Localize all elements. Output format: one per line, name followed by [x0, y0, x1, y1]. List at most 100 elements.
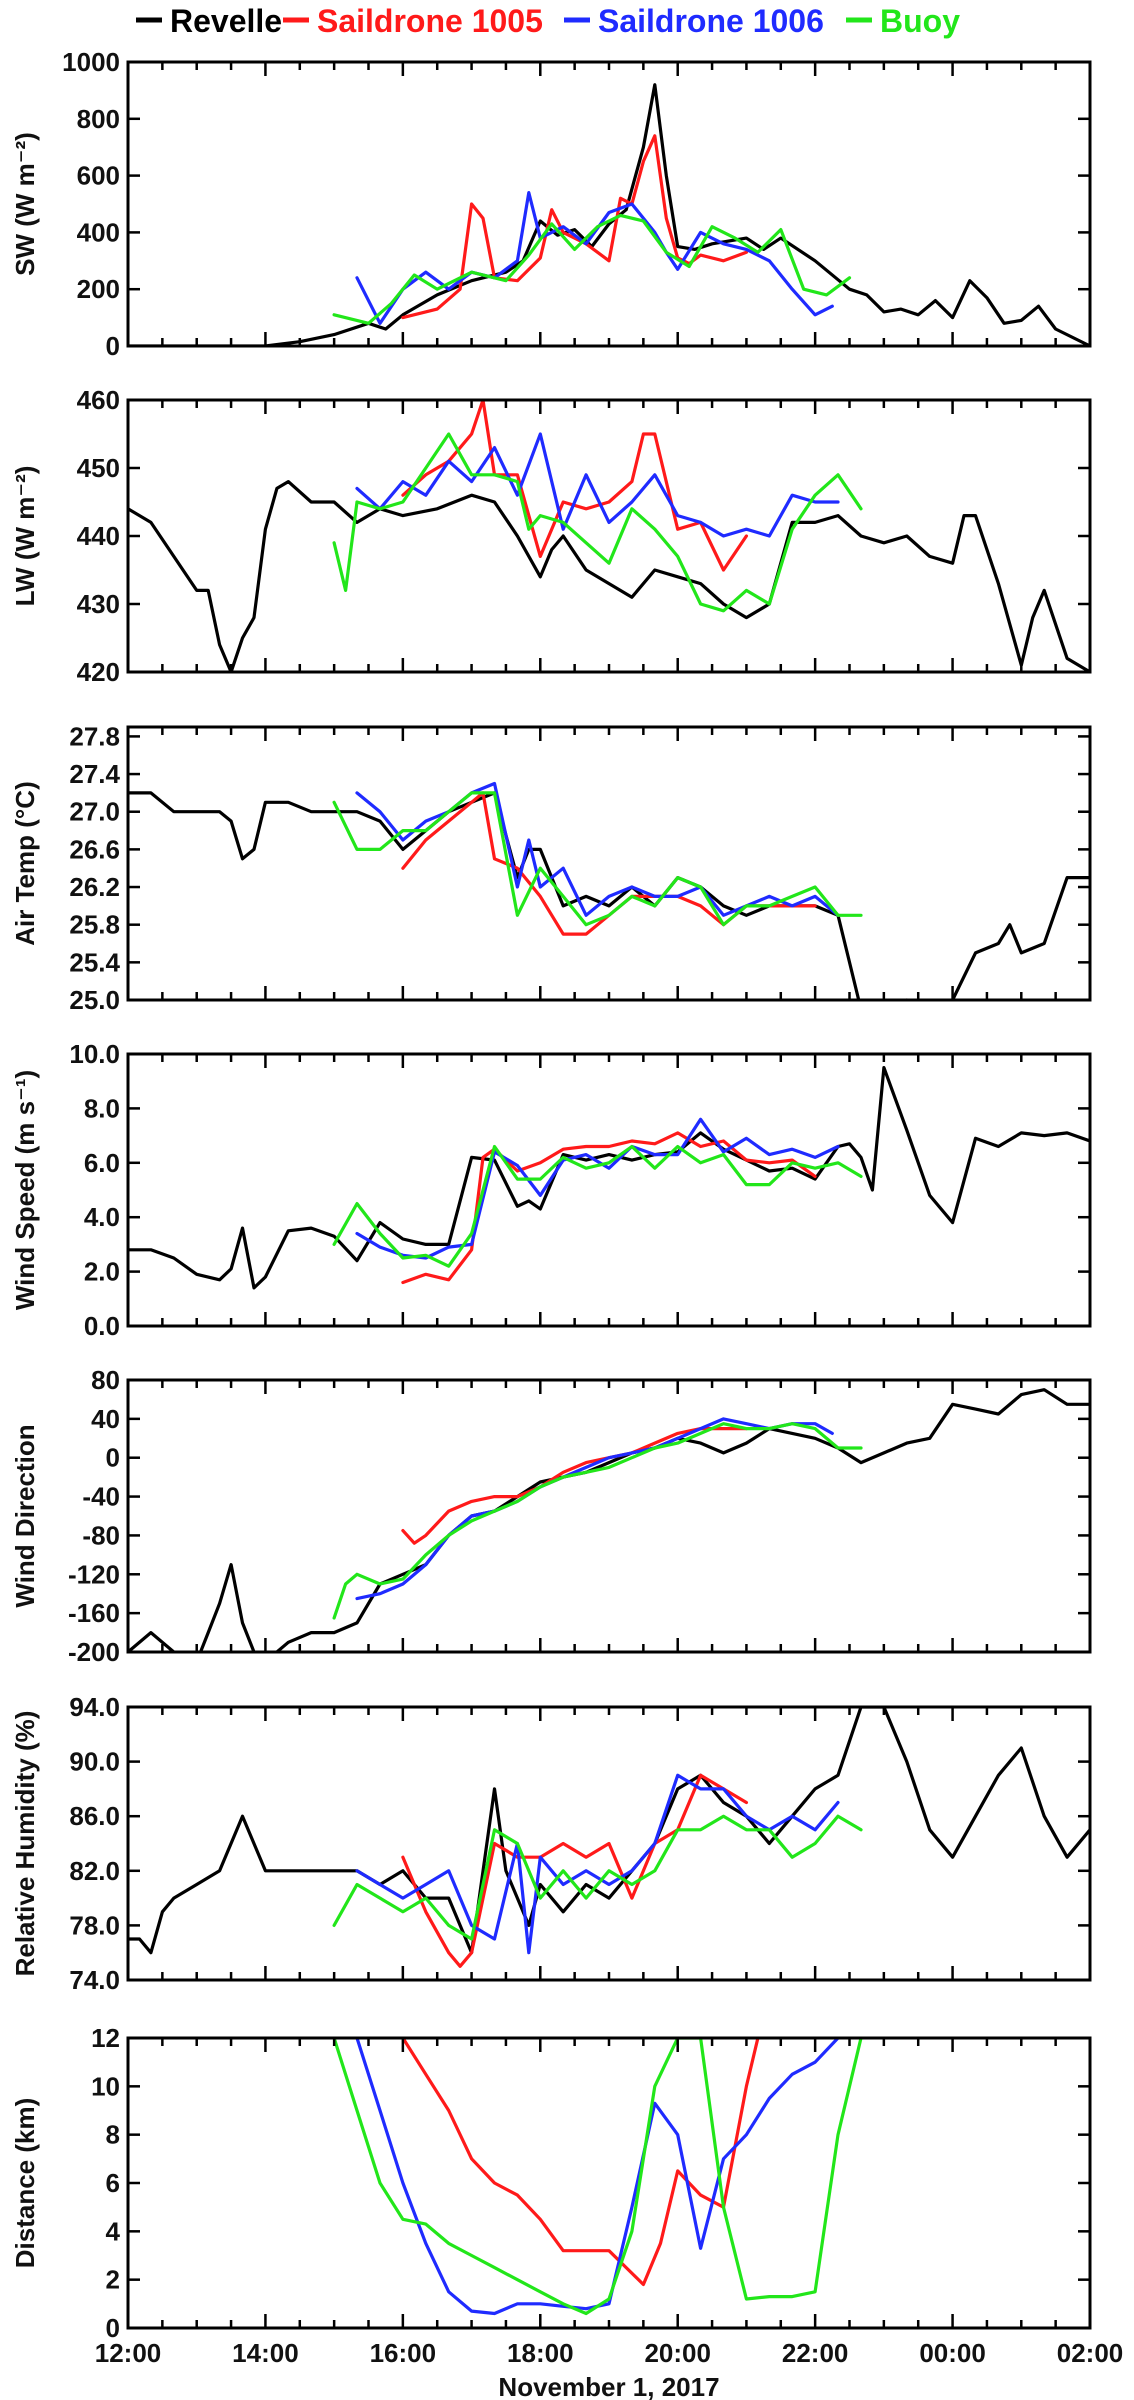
plot-frame [126, 60, 1092, 348]
y-axis-label: Relative Humidity (%) [10, 1711, 40, 1977]
series-line-revelle [128, 1388, 1090, 1652]
x-tick-label: 20:00 [644, 2338, 711, 2368]
y-tick-label: 80 [91, 1365, 120, 1395]
panel-6-relative-humidity: 74.0 78.0 82.0 86.0 90.0 94.0 Relative Humidit… [10, 1692, 1092, 1995]
y-tick-label: 6 [106, 2168, 120, 2198]
y-tick-label: 420 [77, 657, 120, 687]
x-tick-label: 02:00 [1057, 2338, 1124, 2368]
y-axis-label: Wind Speed (m s⁻¹) [10, 1070, 40, 1310]
y-tick-label: 6.0 [84, 1148, 120, 1178]
x-axis: 12:00 14:00 16:00 18:00 20:00 22:00 00:00 02:00… [95, 2338, 1124, 2400]
y-tick-label: 82.0 [69, 1856, 120, 1886]
y-tick-label: 800 [77, 104, 120, 134]
y-tick-label: 27.4 [69, 759, 120, 789]
y-tick-label: 600 [77, 161, 120, 191]
legend-group: Revelle Saildrone 1005 Saildrone 1006 Buoy [136, 3, 960, 39]
y-axis-label: LW (W m⁻²) [10, 466, 40, 607]
series-line-saildrone-1005 [401, 400, 749, 572]
y-tick-label: 460 [77, 385, 120, 415]
series-line-revelle [128, 480, 1090, 672]
x-tick-label: 12:00 [95, 2338, 162, 2368]
y-tick-label: 78.0 [69, 1910, 120, 1940]
x-tick-label: 16:00 [370, 2338, 437, 2368]
series-line-saildrone-1006 [355, 432, 840, 538]
y-tick-label: 27.8 [69, 721, 120, 751]
series-line-revelle [128, 1707, 1090, 1955]
y-tick-label: 10.0 [69, 1039, 120, 1069]
y-tick-label: 1000 [62, 47, 120, 77]
series-line-saildrone-1005 [401, 134, 749, 320]
panel-7-distance-km: 0 2 4 6 8 10 12 Distance (km) [10, 2023, 1092, 2343]
y-tick-label: 8 [106, 2120, 120, 2150]
y-axis-label: Wind Direction [10, 1424, 40, 1607]
series-line-revelle [128, 83, 1090, 346]
legend-entry-saildrone-1006: Saildrone 1006 [598, 3, 824, 39]
y-tick-label: 8.0 [84, 1093, 120, 1123]
y-tick-label: 26.2 [69, 872, 120, 902]
series-line-saildrone-1006 [355, 781, 840, 917]
y-tick-label: 2 [106, 2265, 120, 2295]
y-tick-label: 25.8 [69, 910, 120, 940]
legend-entry-buoy: Buoy [880, 3, 960, 39]
series-line-buoy [332, 1814, 863, 1941]
y-tick-label: 200 [77, 274, 120, 304]
y-tick-label: -40 [82, 1482, 120, 1512]
y-tick-label: 2.0 [84, 1257, 120, 1287]
panel-4-wind-speed-m-s: 0.0 2.0 4.0 6.0 8.0 10.0 Wind Speed (m s⁻¹) [10, 1039, 1092, 1341]
series-line-buoy [332, 2038, 863, 2316]
y-tick-label: 90.0 [69, 1747, 120, 1777]
series-line-saildrone-1006 [355, 1773, 840, 1955]
y-axis-label: Distance (km) [10, 2098, 40, 2269]
panel-5-wind-direction: -200 -160 -120 -80 -40 0 40 80 Wind Direction [10, 1365, 1092, 1667]
series-line-saildrone-1006 [355, 1117, 840, 1260]
plot-frame [126, 1052, 1092, 1328]
plot-frame [126, 725, 1092, 1002]
y-tick-label: 86.0 [69, 1801, 120, 1831]
y-tick-label: 4.0 [84, 1202, 120, 1232]
y-tick-label: 0 [106, 331, 120, 361]
series-line-revelle [128, 1065, 1090, 1290]
series-line-saildrone-1006 [355, 191, 834, 325]
x-axis-label: November 1, 2017 [498, 2372, 719, 2400]
series-line-buoy [332, 432, 863, 613]
y-tick-label: 4 [106, 2216, 121, 2246]
series-line-buoy [332, 1144, 863, 1268]
y-tick-label: 0 [106, 1443, 120, 1473]
y-tick-label: -80 [82, 1520, 120, 1550]
y-tick-label: 26.6 [69, 834, 120, 864]
x-tick-label: 14:00 [232, 2338, 299, 2368]
y-tick-label: 12 [91, 2023, 120, 2053]
y-axis-label: Air Temp (°C) [10, 781, 40, 945]
series-line-saildrone-1005 [401, 1773, 749, 1968]
panel-2-lw-w-m: 420 430 440 450 460 LW (W m⁻²) [10, 385, 1092, 687]
y-tick-label: 27.0 [69, 797, 120, 827]
y-tick-label: 25.0 [69, 985, 120, 1015]
y-tick-label: 74.0 [69, 1965, 120, 1995]
y-tick-label: -160 [68, 1598, 120, 1628]
y-tick-label: -200 [68, 1637, 120, 1667]
y-axis-label: SW (W m⁻²) [10, 132, 40, 276]
y-tick-label: 10 [91, 2071, 120, 2101]
y-tick-label: 0 [106, 2313, 120, 2343]
series-line-revelle [128, 791, 1090, 1000]
x-tick-label: 22:00 [782, 2338, 849, 2368]
y-tick-label: -120 [68, 1559, 120, 1589]
y-tick-label: 0.0 [84, 1311, 120, 1341]
x-tick-label: 00:00 [919, 2338, 986, 2368]
series-line-buoy [332, 791, 863, 927]
series-line-saildrone-1005 [401, 2038, 760, 2287]
panel-3-air-temp-c: 25.0 25.4 25.8 26.2 26.6 27.0 27.4 27.8 Air Temp… [10, 721, 1092, 1015]
y-tick-label: 94.0 [69, 1692, 120, 1722]
plot-frame [126, 1378, 1092, 1654]
plot-frame [126, 2036, 1092, 2330]
legend-entry-saildrone-1005: Saildrone 1005 [317, 3, 543, 39]
y-tick-label: 25.4 [69, 947, 120, 977]
series-line-buoy [332, 213, 852, 325]
y-tick-label: 450 [77, 453, 120, 483]
plot-frame [126, 398, 1092, 674]
y-tick-label: 440 [77, 521, 120, 551]
series-line-saildrone-1005 [401, 1426, 749, 1545]
panel-1-sw-w-m: 0 200 400 600 800 1000 SW (W m⁻²) [10, 47, 1092, 361]
